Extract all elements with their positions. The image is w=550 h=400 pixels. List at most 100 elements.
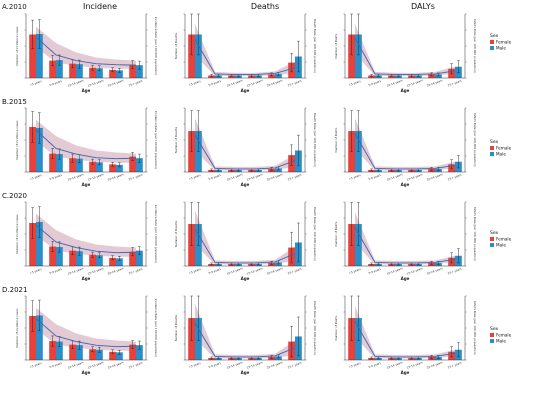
x-tick-label: 20-24 years [426, 266, 444, 276]
y-axis-label-right: DALYs Rate (per 100,000 population) [473, 207, 477, 260]
x-tick-label: <5 years [188, 173, 202, 181]
y-axis-label-right: Death Rate (per 100,000 population) [313, 301, 317, 354]
bar-female [268, 74, 275, 78]
panel-1-2: <5 years 5-9 years 10-14 years 15-19 years 2… [334, 107, 477, 187]
rate-line [194, 134, 296, 170]
legend-label-male: Male [496, 339, 506, 344]
panel-3-2: <5 years 5-9 years 10-14 years 15-19 years 2… [334, 295, 477, 375]
bar-female [29, 222, 36, 266]
rate-band [195, 118, 295, 171]
x-tick-label: <5 years [188, 79, 202, 87]
legend-swatch-female [490, 146, 494, 150]
x-tick-label: 15-19 years [246, 266, 264, 276]
x-tick-label: 15-19 years [406, 360, 424, 370]
rate-band [355, 118, 455, 171]
bar-male [395, 75, 402, 78]
legend-label-female: Female [496, 40, 512, 45]
bar-male [375, 75, 382, 78]
x-tick-label: 15-19 years [406, 172, 424, 182]
rate-band [195, 210, 295, 265]
bar-female [348, 34, 355, 78]
panel-2-1: <5 years 5-9 years 10-14 years 15-19 years 2… [174, 201, 317, 281]
bar-male [215, 75, 222, 78]
bar-female [109, 257, 116, 266]
bar-female [129, 251, 136, 266]
legend-label-female: Female [496, 237, 512, 242]
x-tick-label: 5-9 years [208, 361, 222, 369]
bar-female [89, 254, 96, 266]
y-axis-label-right: DALYs Rate (per 100,000 population) [473, 19, 477, 72]
x-tick-label: 15-19 years [246, 360, 264, 370]
row-label-2015: B.2015 [2, 98, 27, 106]
x-tick-label: <5 years [29, 361, 43, 369]
panel-2-0: <5 years 5-9 years 10-14 years 15-19 years 2… [15, 201, 158, 281]
x-tick-label: 20-24 years [107, 266, 125, 276]
x-tick-label: 5-9 years [208, 173, 222, 181]
x-tick-label: 25+ years [287, 361, 302, 370]
row-label-2020: C.2020 [2, 192, 27, 200]
x-tick-label: 10-14 years [386, 78, 404, 88]
bar-female [49, 341, 56, 360]
bar-female [129, 64, 136, 78]
x-tick-label: 20-24 years [426, 78, 444, 88]
bar-female [109, 164, 116, 172]
bar-female [408, 75, 415, 78]
y-axis-label-left: Number of DALYs [334, 33, 338, 58]
bar-male [116, 164, 123, 172]
bar-female [368, 75, 375, 78]
bar-male [435, 74, 442, 78]
x-tick-label: 25+ years [287, 173, 302, 182]
rate-line [354, 37, 456, 75]
bar-male [36, 33, 43, 78]
legend-swatch-female [490, 237, 494, 241]
x-tick-label: <5 years [29, 79, 43, 87]
panel-2-2: <5 years 5-9 years 10-14 years 15-19 years 2… [334, 201, 477, 281]
y-axis-label-left: Number of Deaths [174, 220, 178, 247]
rate-band [355, 24, 455, 76]
x-tick-label: <5 years [348, 173, 362, 181]
bar-male [56, 341, 63, 360]
x-tick-label: 25+ years [287, 79, 302, 88]
x-tick-label: 5-9 years [208, 79, 222, 87]
y-axis-label-right: Incidence Rate (per 100,000 population) [154, 299, 158, 358]
bar-female [188, 34, 195, 78]
legend-title: Sex [490, 326, 499, 332]
x-tick-label: 15-19 years [87, 78, 105, 88]
x-tick-label: 10-14 years [67, 78, 85, 88]
bar-female [228, 75, 235, 78]
y-axis-label-right: DALYs Rate (per 100,000 population) [473, 301, 477, 354]
rate-line [35, 36, 137, 66]
x-axis-label: Age [82, 182, 91, 187]
rate-line [35, 129, 137, 160]
col-title-deaths: Deaths [251, 2, 279, 11]
rate-band [195, 24, 295, 76]
bar-male [136, 345, 143, 360]
y-axis-label-right: Incidence Rate (per 100,000 population) [154, 17, 158, 76]
rate-line [194, 228, 296, 264]
bar-male [36, 127, 43, 172]
legend-row-3: Sex Female Male [490, 230, 512, 248]
x-tick-label: 5-9 years [368, 79, 382, 87]
bar-female [29, 34, 36, 78]
bar-male [116, 70, 123, 78]
x-tick-label: 25+ years [128, 173, 143, 182]
row-label-2021: D.2021 [2, 286, 27, 294]
x-tick-label: 10-14 years [226, 78, 244, 88]
x-tick-label: 15-19 years [87, 266, 105, 276]
x-tick-label: 5-9 years [208, 267, 222, 275]
x-axis-label: Age [401, 370, 410, 375]
panel-3-0: <5 years 5-9 years 10-14 years 15-19 years 2… [15, 295, 158, 375]
bar-female [49, 246, 56, 266]
col-title-dalys: DALYs [411, 2, 435, 11]
legend-row-2: Sex Female Male [490, 139, 512, 157]
x-tick-label: 20-24 years [426, 360, 444, 370]
x-tick-label: 25+ years [128, 267, 143, 276]
bar-male [36, 221, 43, 266]
legend-row-4: Sex Female Male [490, 326, 512, 344]
bar-female [248, 75, 255, 78]
bar-male [56, 60, 63, 78]
x-tick-label: 15-19 years [246, 172, 264, 182]
x-tick-label: <5 years [188, 267, 202, 275]
x-tick-label: 10-14 years [67, 360, 85, 370]
legend-swatch-male [490, 339, 494, 343]
